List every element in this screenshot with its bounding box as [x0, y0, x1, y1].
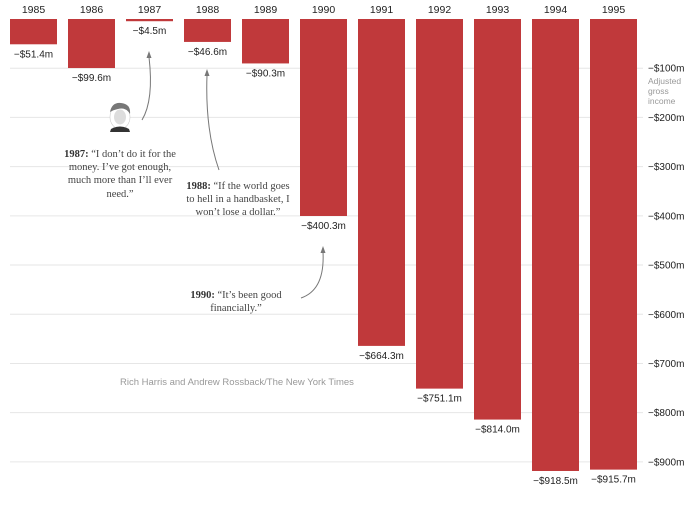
data-label: −$664.3m	[359, 351, 404, 362]
x-tick-label: 1990	[312, 4, 336, 16]
quote-1988-text: “If the world goes to hell in a handbask…	[186, 181, 290, 219]
data-label: −$751.1m	[417, 394, 462, 405]
annotation-arrow-1988	[204, 69, 220, 171]
y-axis-title-line-1: Adjusted	[648, 76, 681, 86]
y-tick-label: −$900m	[648, 457, 684, 468]
y-tick-label: −$400m	[648, 211, 684, 222]
year-labels: 1985 1986 1987 1988 1989 1990 1991 1992 1993 1994…	[22, 4, 626, 16]
data-label: −$99.6m	[72, 73, 111, 84]
data-label: −$814.0m	[475, 425, 520, 436]
quote-1990: 1990: “It’s been good financially.”	[180, 289, 292, 315]
y-tick-label: −$100m	[648, 64, 684, 75]
quote-1987-year: 1987:	[64, 149, 89, 160]
x-tick-label: 1989	[254, 4, 278, 16]
x-tick-label: 1993	[486, 4, 510, 16]
bar-1986	[68, 19, 115, 69]
quote-1990-text: “It’s been good financially.”	[210, 290, 282, 315]
x-tick-label: 1985	[22, 4, 46, 16]
bar-1992	[416, 19, 463, 389]
quote-1990-year: 1990:	[190, 290, 215, 301]
quote-1988-year: 1988:	[186, 181, 211, 192]
y-axis-title-line-2: gross	[648, 86, 669, 96]
bar-1985	[10, 19, 57, 45]
bar-1994	[532, 19, 579, 471]
y-tick-label: −$600m	[648, 310, 684, 321]
bar-1993	[474, 19, 521, 420]
bar-1995	[590, 19, 637, 470]
data-label: −$46.6m	[188, 47, 227, 58]
bar-1988	[184, 19, 231, 42]
portrait-photo	[109, 102, 131, 132]
data-label: −$918.5m	[533, 476, 578, 487]
x-tick-label: 1992	[428, 4, 452, 16]
data-label: −$4.5m	[133, 26, 167, 37]
y-tick-label: −$500m	[648, 261, 684, 272]
x-tick-label: 1994	[544, 4, 568, 16]
bar-1987	[126, 19, 173, 22]
quote-1987-text: “I don’t do it for the money. I’ve got e…	[67, 149, 176, 200]
bar-1991	[358, 19, 405, 346]
x-tick-label: 1991	[370, 4, 394, 16]
x-tick-label: 1995	[602, 4, 626, 16]
data-label: −$90.3m	[246, 68, 285, 79]
x-tick-label: 1988	[196, 4, 220, 16]
data-label: −$51.4m	[14, 49, 53, 60]
annotation-arrow-1987	[141, 51, 152, 121]
bars	[10, 19, 637, 471]
quote-1987: 1987: “I don’t do it for the money. I’ve…	[58, 148, 182, 201]
y-axis-ticks: −$100m −$200m −$300m −$400m −$500m −$600m −$70…	[648, 64, 684, 469]
y-tick-label: −$200m	[648, 113, 684, 124]
credit-line: Rich Harris and Andrew Rossback/The New …	[120, 377, 354, 388]
bar-1989	[242, 19, 289, 64]
y-tick-label: −$700m	[648, 359, 684, 370]
y-axis-title-line-3: income	[648, 96, 676, 106]
y-tick-label: −$300m	[648, 162, 684, 173]
data-label: −$915.7m	[591, 475, 636, 486]
annotation-arrow-1990	[300, 246, 326, 299]
quote-1988: 1988: “If the world goes to hell in a ha…	[185, 180, 291, 220]
value-labels: −$51.4m −$99.6m −$4.5m −$46.6m −$90.3m −$400.…	[14, 26, 636, 487]
x-tick-label: 1987	[138, 4, 162, 16]
bar-1990	[300, 19, 347, 216]
x-tick-label: 1986	[80, 4, 104, 16]
data-label: −$400.3m	[301, 221, 346, 232]
y-tick-label: −$800m	[648, 408, 684, 419]
